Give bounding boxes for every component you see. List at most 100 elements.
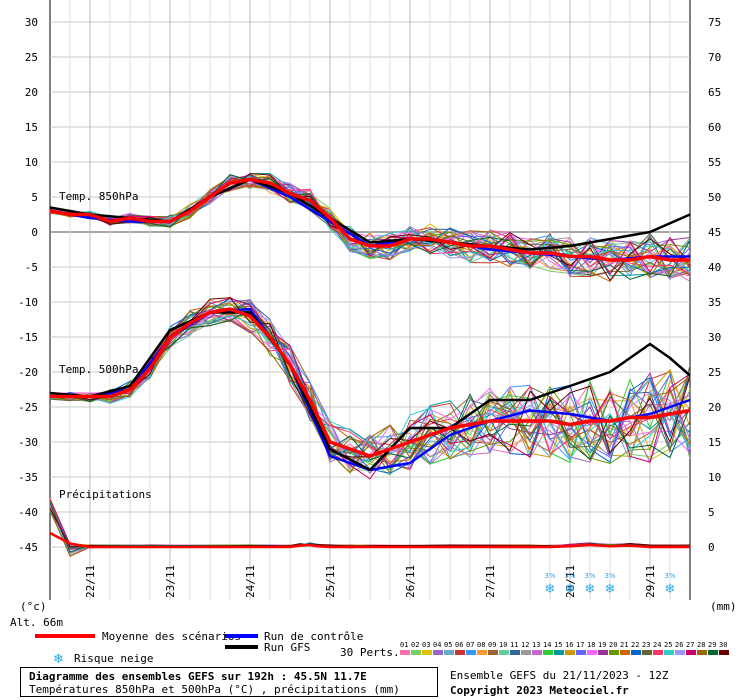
- y-right-tick: 75: [708, 16, 721, 29]
- y-right-tick: 25: [708, 366, 721, 379]
- y-left-tick: 10: [25, 156, 38, 169]
- y-left-tick: -45: [18, 541, 38, 554]
- snowflake-icon: ❄: [565, 582, 576, 597]
- pert-line: [49, 308, 691, 465]
- y-right-tick: 70: [708, 51, 721, 64]
- y-left-tick: -5: [25, 261, 38, 274]
- pert-swatch: [587, 650, 597, 655]
- snowflake-icon: ❄: [605, 582, 616, 597]
- footer-title: Diagramme des ensembles GEFS sur 192h : …: [29, 670, 367, 683]
- pert-swatch: [543, 650, 553, 655]
- y-left-tick: 15: [25, 121, 38, 134]
- y-left-tick: 30: [25, 16, 38, 29]
- pert-number: 30: [719, 641, 727, 649]
- snow-risk-pct: 3%: [544, 572, 555, 580]
- pert-number: 10: [499, 641, 507, 649]
- grid: [49, 0, 691, 600]
- snow-risk-pct: 3%: [604, 572, 615, 580]
- x-tick: 24/11: [244, 565, 257, 598]
- legend-mean: Moyenne des scénarios: [102, 630, 241, 643]
- pert-swatch: [631, 650, 641, 655]
- pert-swatch: [719, 650, 729, 655]
- pert-number: 11: [510, 641, 518, 649]
- y-left-tick: -30: [18, 436, 38, 449]
- snowflake-icon: ❄: [665, 582, 676, 597]
- x-tick: 25/11: [324, 565, 337, 598]
- x-tick: 29/11: [644, 565, 657, 598]
- pert-swatch: [598, 650, 608, 655]
- pert-swatch: [422, 650, 432, 655]
- main-lines: [49, 177, 691, 549]
- y-right-tick: 20: [708, 401, 721, 414]
- y-left-tick: 20: [25, 86, 38, 99]
- pert-number: 05: [444, 641, 452, 649]
- pert-swatch: [554, 650, 564, 655]
- pert-legend: 01 02 03 04 05 06 07 08 09 10 11 12 13 14 15 16 17 18 19 20…: [400, 641, 729, 655]
- footer-run: Ensemble GEFS du 21/11/2023 - 12Z: [450, 669, 669, 682]
- snow-risk-markers: 3% ❄ 3% ❄ 3% ❄ 3% ❄ 3% ❄: [544, 572, 675, 597]
- pert-swatch: [642, 650, 652, 655]
- y-right-tick: 60: [708, 121, 721, 134]
- snowflake-icon: ❄: [585, 582, 596, 597]
- y-left-tick: 5: [31, 191, 38, 204]
- y-right-unit: (mm): [710, 600, 737, 613]
- y-left-unit: (°c): [20, 600, 47, 613]
- pert-number: 27: [686, 641, 694, 649]
- x-tick: 23/11: [164, 565, 177, 598]
- pert-number: 18: [587, 641, 595, 649]
- pert-number: 25: [664, 641, 672, 649]
- pert-number: 08: [477, 641, 485, 649]
- y-right-tick: 65: [708, 86, 721, 99]
- snowflake-icon: ❄: [53, 652, 64, 667]
- pert-swatch: [400, 650, 410, 655]
- legend-control: Run de contrôle: [264, 630, 363, 643]
- pert-number: 19: [598, 641, 606, 649]
- pert-number: 16: [565, 641, 573, 649]
- pert-swatch: [455, 650, 465, 655]
- pert-swatch: [532, 650, 542, 655]
- y-right-tick: 55: [708, 156, 721, 169]
- y-right-tick: 45: [708, 226, 721, 239]
- pert-swatch: [444, 650, 454, 655]
- altitude-label: Alt. 66m: [10, 616, 63, 629]
- x-tick: 22/11: [84, 565, 97, 598]
- x-tick: 28/11: [564, 565, 577, 598]
- pert-number: 01: [400, 641, 408, 649]
- y-left-tick: 25: [25, 51, 38, 64]
- pert-line: [49, 305, 691, 474]
- legend-gfs: Run GFS: [264, 641, 310, 654]
- pert-swatch: [521, 650, 531, 655]
- y-right-tick: 15: [708, 436, 721, 449]
- pert-number: 21: [620, 641, 628, 649]
- pert-number: 14: [543, 641, 551, 649]
- pert-swatch: [653, 650, 663, 655]
- snow-risk-pct: 3%: [584, 572, 595, 580]
- pert-number: 28: [697, 641, 705, 649]
- y-right-tick: 50: [708, 191, 721, 204]
- pert-number: 26: [675, 641, 683, 649]
- y-left-tick: -10: [18, 296, 38, 309]
- y-left-tick: -35: [18, 471, 38, 484]
- pert-line: [49, 183, 691, 277]
- y-left-tick: -15: [18, 331, 38, 344]
- pert-number: 03: [422, 641, 430, 649]
- y-right-tick: 40: [708, 261, 721, 274]
- pert-swatch: [477, 650, 487, 655]
- pert-number: 04: [433, 641, 441, 649]
- footer-copyright: Copyright 2023 Meteociel.fr: [450, 684, 629, 697]
- pert-number: 09: [488, 641, 496, 649]
- pert-swatch: [411, 650, 421, 655]
- pert-number: 29: [708, 641, 716, 649]
- y-right-tick: 10: [708, 471, 721, 484]
- pert-swatch: [433, 650, 443, 655]
- pert-swatch: [565, 650, 575, 655]
- pert-number: 07: [466, 641, 474, 649]
- series-mean850: [49, 177, 690, 262]
- label-t500: Temp. 500hPa: [59, 363, 138, 376]
- pert-swatch: [499, 650, 509, 655]
- snowflake-icon: ❄: [545, 582, 556, 597]
- y-left-tick: -20: [18, 366, 38, 379]
- y-right-tick: 0: [708, 541, 715, 554]
- series-precip: [49, 531, 690, 549]
